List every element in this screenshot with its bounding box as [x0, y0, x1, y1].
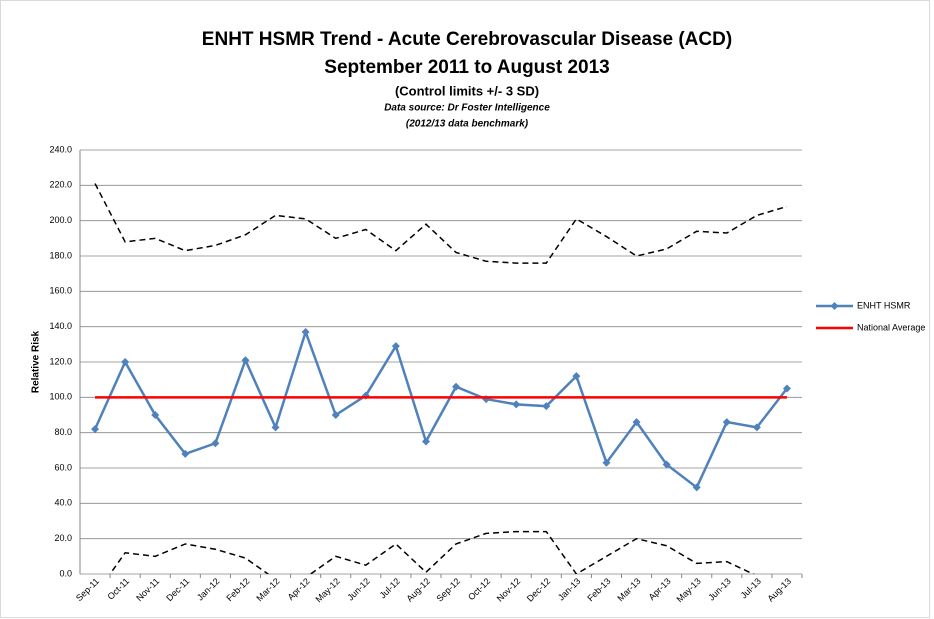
data-point: [301, 327, 310, 336]
data-point: [91, 425, 100, 434]
data-point: [752, 423, 761, 432]
y-tick-label: 100.0: [49, 392, 72, 402]
data-point: [542, 402, 551, 411]
data-point: [391, 342, 400, 351]
data-point: [271, 423, 280, 432]
data-point: [211, 439, 220, 448]
data-point: [512, 400, 521, 409]
y-tick-label: 80.0: [54, 427, 72, 437]
y-tick-label: 200.0: [49, 215, 72, 225]
y-tick-label: 160.0: [49, 286, 72, 296]
chart-note: Data source: Dr Foster Intelligence: [384, 103, 550, 114]
legend-marker: [830, 302, 839, 310]
chart-subtitle: September 2011 to August 2013: [324, 57, 609, 78]
y-tick-label: 60.0: [54, 462, 72, 472]
y-tick-label: 180.0: [49, 250, 72, 260]
data-point: [241, 356, 250, 365]
series-line: [93, 328, 788, 490]
plot-area: [91, 183, 791, 574]
y-tick-label: 140.0: [49, 321, 72, 331]
data-point: [421, 437, 430, 446]
y-tick-label: 0.0: [59, 568, 72, 578]
data-point: [452, 382, 461, 391]
data-point: [662, 460, 671, 469]
data-point: [692, 483, 701, 492]
data-point: [151, 411, 160, 419]
data-point: [722, 418, 731, 427]
y-tick-label: 20.0: [54, 533, 72, 543]
chart-note: (2012/13 data benchmark): [406, 119, 529, 130]
legend-label: National Average: [857, 322, 925, 332]
chart-subtitle: (Control limits +/- 3 SD): [395, 83, 539, 98]
data-point: [121, 358, 130, 366]
legend-label: ENHT HSMR: [857, 300, 911, 310]
data-point: [572, 372, 581, 381]
data-point: [181, 449, 190, 458]
y-tick-label: 240.0: [49, 144, 72, 154]
y-tick-label: 220.0: [49, 180, 72, 190]
data-point: [331, 411, 340, 419]
y-tick-label: 120.0: [49, 356, 72, 366]
series-line: [94, 183, 788, 264]
y-tick-label: 40.0: [54, 498, 72, 508]
data-point: [782, 384, 791, 393]
data-point: [632, 418, 641, 427]
y-axis-label: Relative Risk: [31, 330, 42, 393]
chart-title: ENHT HSMR Trend - Acute Cerebrovascular …: [202, 29, 732, 50]
series-line: [109, 530, 755, 574]
data-point: [602, 458, 611, 467]
